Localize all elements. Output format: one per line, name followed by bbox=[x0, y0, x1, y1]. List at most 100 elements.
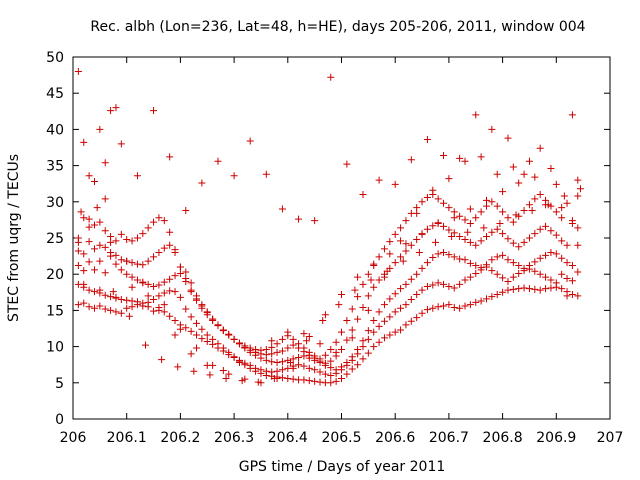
data-point bbox=[300, 330, 308, 338]
y-tick-label: 15 bbox=[46, 303, 64, 319]
data-point bbox=[380, 245, 388, 253]
data-point bbox=[536, 144, 544, 152]
data-point bbox=[295, 340, 303, 348]
data-point bbox=[85, 172, 93, 180]
data-point bbox=[101, 159, 109, 167]
data-point bbox=[402, 301, 410, 309]
data-point bbox=[477, 237, 485, 245]
data-point bbox=[268, 343, 276, 351]
y-tick-label: 30 bbox=[46, 195, 64, 211]
data-point bbox=[445, 301, 453, 309]
plot-frame bbox=[72, 56, 611, 420]
data-point bbox=[423, 306, 431, 314]
data-point bbox=[343, 359, 351, 367]
data-point bbox=[198, 335, 206, 343]
data-point bbox=[509, 218, 517, 226]
data-point bbox=[440, 280, 448, 288]
data-point bbox=[327, 379, 335, 387]
data-point bbox=[461, 216, 469, 224]
data-point bbox=[391, 259, 399, 267]
x-tick-label: 206.7 bbox=[429, 430, 469, 446]
data-point bbox=[101, 305, 109, 313]
data-point bbox=[547, 248, 555, 256]
data-point bbox=[525, 157, 533, 165]
data-point bbox=[348, 353, 356, 361]
data-point bbox=[542, 201, 550, 209]
data-point bbox=[558, 254, 566, 262]
data-point bbox=[386, 250, 394, 258]
data-point bbox=[90, 178, 98, 186]
y-tick-label: 5 bbox=[55, 376, 64, 392]
data-point bbox=[321, 359, 329, 367]
data-point bbox=[117, 230, 125, 238]
data-point bbox=[278, 374, 286, 382]
data-point bbox=[348, 305, 356, 313]
data-point bbox=[531, 195, 539, 203]
data-point bbox=[456, 255, 464, 263]
y-tick-label: 35 bbox=[46, 159, 64, 175]
data-point bbox=[278, 366, 286, 374]
data-point bbox=[568, 277, 576, 285]
data-point bbox=[182, 305, 190, 313]
data-point bbox=[413, 270, 421, 278]
data-point bbox=[558, 285, 566, 293]
data-point bbox=[289, 364, 297, 372]
data-point bbox=[343, 336, 351, 344]
data-point bbox=[139, 279, 147, 287]
data-point bbox=[278, 335, 286, 343]
data-point bbox=[380, 301, 388, 309]
data-point bbox=[187, 327, 195, 335]
data-point bbox=[375, 338, 383, 346]
data-point bbox=[466, 220, 474, 228]
data-point bbox=[472, 241, 480, 249]
data-point bbox=[413, 235, 421, 243]
data-point bbox=[445, 204, 453, 212]
data-point bbox=[96, 257, 104, 265]
data-point bbox=[488, 256, 496, 264]
data-point bbox=[499, 288, 507, 296]
data-point bbox=[286, 359, 294, 367]
data-point bbox=[375, 176, 383, 184]
data-point bbox=[568, 290, 576, 298]
data-point bbox=[112, 293, 120, 301]
data-point bbox=[295, 215, 303, 223]
data-point bbox=[472, 262, 480, 270]
data-point bbox=[332, 338, 340, 346]
data-point bbox=[316, 340, 324, 348]
data-point bbox=[563, 259, 571, 267]
data-point bbox=[128, 273, 136, 281]
data-point bbox=[542, 222, 550, 230]
data-point bbox=[574, 192, 582, 200]
data-point bbox=[305, 332, 313, 340]
data-point bbox=[209, 315, 217, 323]
data-point bbox=[431, 238, 439, 246]
data-point bbox=[241, 342, 249, 350]
data-point bbox=[547, 227, 555, 235]
data-point bbox=[383, 267, 391, 275]
data-point bbox=[160, 301, 168, 309]
data-point bbox=[230, 172, 238, 180]
data-point bbox=[128, 283, 136, 291]
data-point bbox=[80, 267, 88, 275]
data-point bbox=[407, 241, 415, 249]
data-point bbox=[133, 298, 141, 306]
data-point bbox=[359, 280, 367, 288]
data-point bbox=[456, 304, 464, 312]
data-point bbox=[354, 345, 362, 353]
data-point bbox=[144, 224, 152, 232]
data-point bbox=[499, 230, 507, 238]
data-point bbox=[397, 285, 405, 293]
data-point bbox=[450, 284, 458, 292]
data-point bbox=[241, 359, 249, 367]
data-point bbox=[397, 237, 405, 245]
data-point bbox=[466, 238, 474, 246]
data-point bbox=[515, 243, 523, 251]
data-point bbox=[203, 331, 211, 339]
data-point bbox=[434, 195, 442, 203]
data-point bbox=[273, 340, 281, 348]
data-point bbox=[397, 326, 405, 334]
data-point bbox=[335, 301, 343, 309]
data-point bbox=[450, 304, 458, 312]
data-point bbox=[520, 238, 528, 246]
data-point bbox=[338, 290, 345, 298]
